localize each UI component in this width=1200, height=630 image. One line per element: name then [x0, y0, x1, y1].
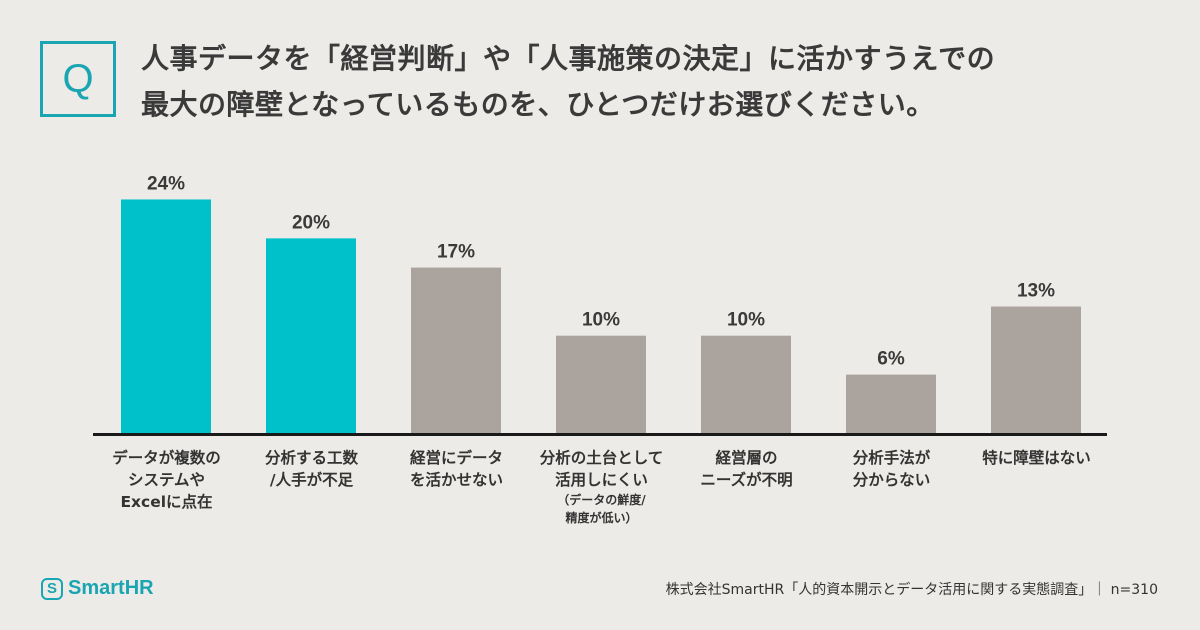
category-label-line: 特に障壁はない	[982, 449, 1091, 467]
logo-text: SmartHR	[68, 577, 154, 599]
category-label-line: 経営層の	[715, 449, 778, 467]
bar-7	[991, 306, 1081, 433]
question-text: 人事データを「経営判断」や「人事施策の決定」に活かすうえでの 最大の障壁となって…	[141, 36, 1161, 128]
category-label-line: を活かせない	[409, 471, 503, 489]
category-label-3: 経営にデータ を活かせない	[384, 447, 529, 491]
category-label-7: 特に障壁はない	[964, 447, 1109, 469]
question-line-1: 人事データを「経営判断」や「人事施策の決定」に活かすうえでの	[141, 42, 996, 75]
bar-4	[556, 335, 646, 433]
category-label-1: データが複数の システムや Excelに点在	[94, 447, 239, 513]
data-label-5: 10%	[727, 310, 765, 331]
bar-5	[701, 335, 791, 433]
bar-6	[846, 374, 936, 433]
category-label-line: Excelに点在	[120, 493, 213, 511]
category-label-5: 経営層のニーズが不明	[674, 447, 819, 491]
data-label-3: 17%	[437, 242, 475, 263]
category-label-line: データが複数の	[112, 449, 221, 467]
bar-1	[121, 199, 211, 433]
category-label-line: ニーズが不明	[700, 471, 793, 489]
category-label-line: 分析する工数	[264, 449, 358, 467]
data-label-7: 13%	[1017, 281, 1055, 302]
category-label-line: /人手が不足	[269, 471, 354, 489]
bar-3	[411, 267, 501, 433]
category-label-line: 活用しにくい	[555, 471, 648, 489]
question-line-2: 最大の障壁となっているものを、ひとつだけお選びください。	[141, 88, 935, 121]
category-label-4: 分析の土台として 活用しにくい （データの鮮度/精度が低い）	[529, 447, 674, 527]
smarthr-logo-icon: S	[41, 577, 63, 600]
bar-2	[266, 238, 356, 433]
category-label-line: システムや	[127, 471, 206, 489]
category-note-line: 精度が低い）	[565, 511, 638, 525]
category-note-line: （データの鮮度/	[557, 493, 646, 507]
data-label-2: 20%	[292, 212, 330, 233]
category-label-line: 分からない	[852, 471, 931, 489]
category-label-6: 分析手法が分からない	[819, 447, 964, 491]
category-label-line: 分析手法が	[852, 449, 931, 467]
category-label-line: 経営にデータ	[409, 449, 503, 467]
data-label-1: 24%	[147, 173, 185, 194]
data-label-6: 6%	[877, 349, 905, 370]
smarthr-logo: S SmartHR	[41, 577, 154, 600]
question-badge: Q	[40, 41, 116, 117]
data-label-4: 10%	[582, 310, 620, 331]
category-label-line: 分析の土台として	[539, 449, 664, 467]
category-label-2: 分析する工数/人手が不足	[239, 447, 384, 491]
source-note: 株式会社SmartHR「人的資本開示とデータ活用に関する実態調査」｜ n=310	[665, 582, 1158, 598]
